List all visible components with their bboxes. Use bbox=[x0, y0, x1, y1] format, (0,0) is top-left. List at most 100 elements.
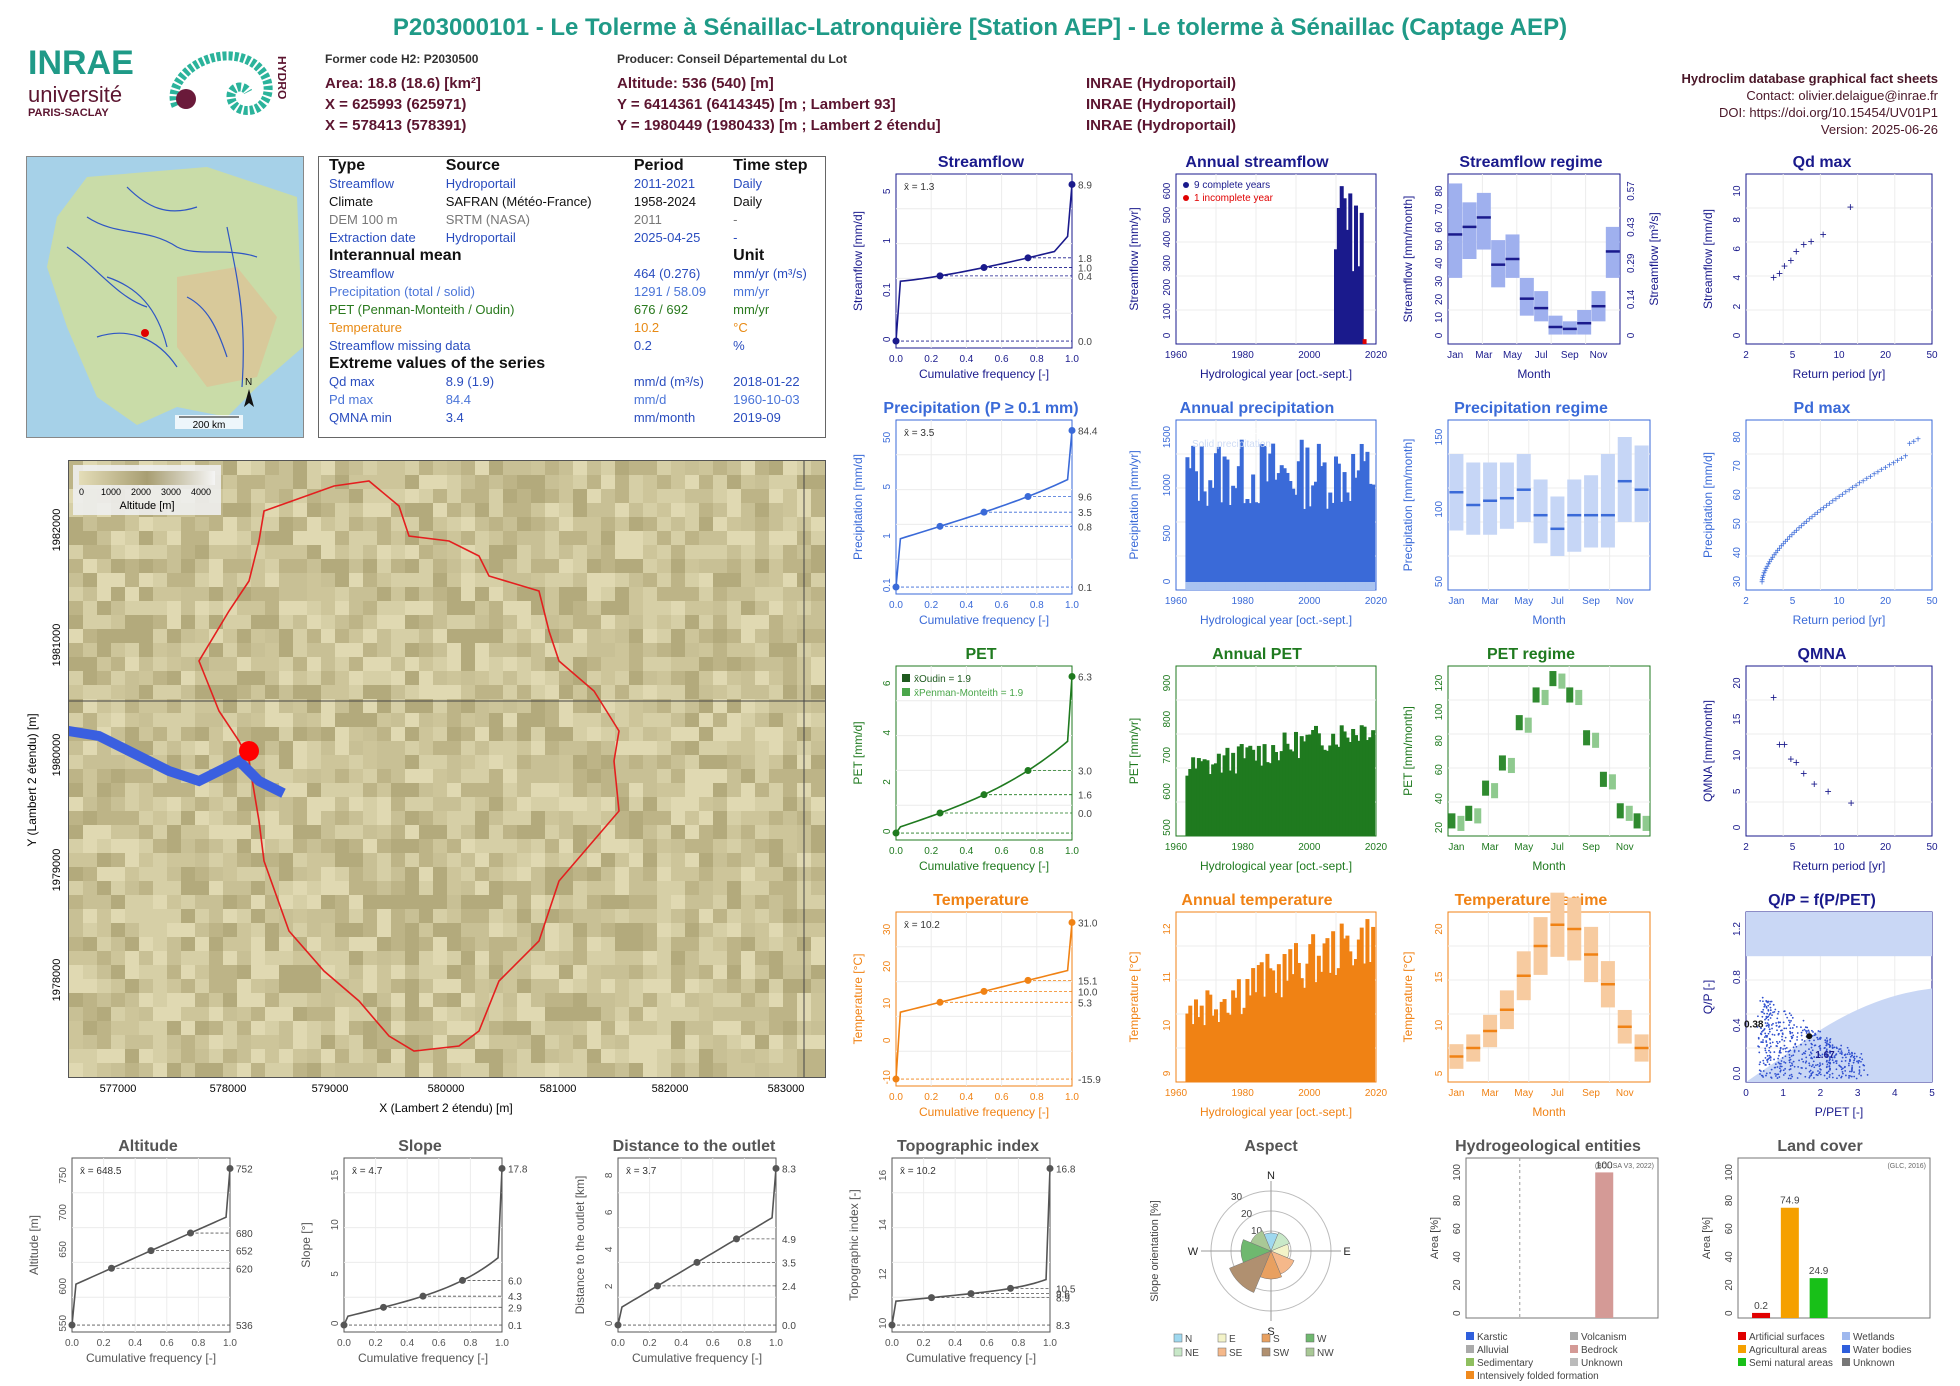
data-point bbox=[1819, 1047, 1822, 1050]
terrain-cell bbox=[769, 755, 783, 769]
x-tick-label: 20 bbox=[1880, 842, 1892, 853]
terrain-cell bbox=[391, 685, 405, 699]
terrain-cell bbox=[349, 769, 363, 783]
x-tick-label: Mar bbox=[1475, 350, 1493, 361]
terrain-cell bbox=[377, 951, 391, 965]
data-point bbox=[1813, 1066, 1816, 1069]
terrain-cell bbox=[811, 657, 825, 671]
terrain-cell bbox=[279, 923, 293, 937]
quantile-value-label: 4.3 bbox=[508, 1292, 522, 1303]
terrain-cell bbox=[405, 1021, 419, 1035]
terrain-cell bbox=[293, 811, 307, 825]
terrain-cell bbox=[755, 685, 769, 699]
data-point bbox=[1815, 1056, 1818, 1059]
terrain-cell bbox=[279, 811, 293, 825]
terrain-cell bbox=[223, 503, 237, 517]
terrain-cell bbox=[671, 769, 685, 783]
terrain-cell bbox=[587, 545, 601, 559]
terrain-cell bbox=[713, 559, 727, 573]
solid-bar bbox=[1314, 582, 1318, 590]
terrain-cell bbox=[741, 713, 755, 727]
terrain-cell bbox=[97, 965, 111, 979]
terrain-cell bbox=[181, 601, 195, 615]
y-tick-label: 10 bbox=[1434, 1019, 1445, 1031]
annual-bar bbox=[1288, 481, 1293, 590]
data-point bbox=[1767, 1026, 1770, 1028]
data-point bbox=[1773, 1058, 1775, 1061]
chart-title: Hydrogeological entities bbox=[1455, 1138, 1641, 1155]
terrain-cell bbox=[265, 657, 279, 671]
terrain-cell bbox=[643, 1049, 657, 1063]
data-point bbox=[1783, 1027, 1786, 1030]
terrain-cell bbox=[321, 531, 335, 545]
terrain-cell bbox=[545, 1049, 559, 1063]
annual-bar bbox=[1282, 954, 1287, 1082]
terrain-cell bbox=[433, 909, 447, 923]
terrain-cell bbox=[447, 517, 461, 531]
terrain-cell bbox=[489, 559, 503, 573]
terrain-cell bbox=[573, 979, 587, 993]
terrain-cell bbox=[615, 1063, 629, 1077]
quantile-value-label: 8.9 bbox=[1056, 1294, 1070, 1305]
terrain-cell bbox=[69, 839, 83, 853]
terrain-cell bbox=[237, 1063, 251, 1077]
mean-unit: mm/yr bbox=[733, 284, 770, 299]
terrain-cell bbox=[517, 573, 531, 587]
annual-bar bbox=[1245, 978, 1250, 1082]
data-point bbox=[1774, 1008, 1777, 1011]
terrain-cell bbox=[545, 699, 559, 713]
quantile-value-label: 9.6 bbox=[1078, 492, 1092, 503]
terrain-cell bbox=[125, 769, 139, 783]
terrain-cell bbox=[671, 475, 685, 489]
terrain-cell bbox=[713, 755, 727, 769]
terrain-cell bbox=[685, 685, 699, 699]
terrain-cell bbox=[699, 727, 713, 741]
terrain-cell bbox=[139, 811, 153, 825]
x-tick-label: 2 bbox=[1743, 596, 1749, 607]
terrain-cell bbox=[195, 1021, 209, 1035]
terrain-cell bbox=[377, 671, 391, 685]
terrain-cell bbox=[125, 811, 139, 825]
y-tick-label: 0 bbox=[604, 1320, 615, 1326]
terrain-cell bbox=[153, 1021, 167, 1035]
terrain-cell bbox=[503, 1049, 517, 1063]
x-tick-label: 1980 bbox=[1232, 842, 1255, 853]
terrain-cell bbox=[517, 783, 531, 797]
data-point: + bbox=[1759, 578, 1765, 589]
data-point bbox=[1849, 1055, 1852, 1058]
annual-bar bbox=[1354, 735, 1358, 836]
terrain-cell bbox=[503, 797, 517, 811]
y-tick-label: 16 bbox=[878, 1169, 889, 1181]
source-3: INRAE (Hydroportail) bbox=[1086, 117, 1236, 134]
xtick: 578000 bbox=[210, 1083, 247, 1095]
terrain-cell bbox=[209, 643, 223, 657]
terrain-cell bbox=[195, 727, 209, 741]
terrain-cell bbox=[181, 1063, 195, 1077]
terrain-cell bbox=[125, 643, 139, 657]
terrain-cell bbox=[671, 601, 685, 615]
terrain-cell bbox=[783, 503, 797, 517]
terrain-cell bbox=[587, 671, 601, 685]
terrain-cell bbox=[699, 1035, 713, 1049]
y-tick-label: 10 bbox=[1732, 749, 1743, 761]
terrain-cell bbox=[321, 489, 335, 503]
data-point bbox=[1811, 1049, 1814, 1052]
legend-title: Altitude [m] bbox=[119, 500, 174, 512]
quantile-value-label: 6.3 bbox=[1078, 672, 1092, 683]
terrain-cell bbox=[363, 755, 377, 769]
annual-bar bbox=[1359, 212, 1364, 344]
terrain-cell bbox=[265, 755, 279, 769]
data-point: + bbox=[1871, 470, 1877, 481]
regime-box-oudin bbox=[1532, 687, 1540, 703]
terrain-cell bbox=[699, 853, 713, 867]
annual-bar bbox=[1348, 500, 1353, 590]
legend-entry: x̄Penman-Monteith = 1.9 bbox=[914, 688, 1024, 699]
terrain-cell bbox=[671, 1035, 685, 1049]
terrain-cell bbox=[111, 573, 125, 587]
terrain-cell bbox=[447, 699, 461, 713]
terrain-cell bbox=[391, 923, 405, 937]
data-point: + bbox=[1812, 510, 1818, 521]
terrain-cell bbox=[335, 1063, 349, 1077]
quantile-value-label: 0.1 bbox=[508, 1321, 522, 1332]
terrain-cell bbox=[699, 895, 713, 909]
